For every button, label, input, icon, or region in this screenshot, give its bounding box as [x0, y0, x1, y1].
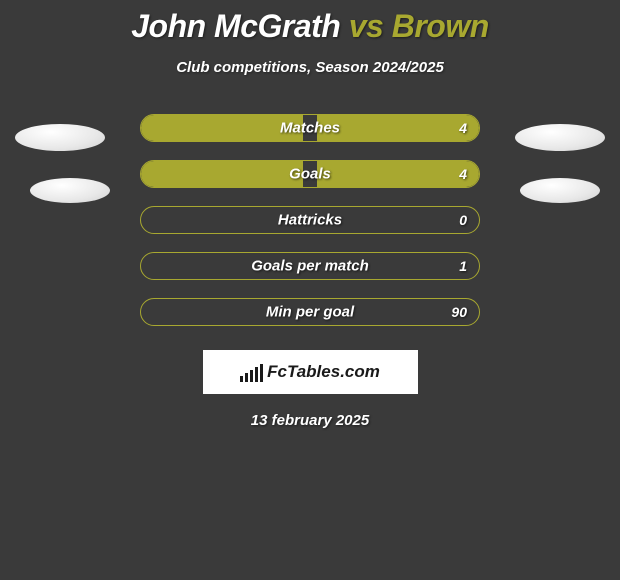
stat-value-right: 1 — [459, 258, 467, 274]
stat-label: Goals — [289, 166, 331, 183]
player2-name: Brown — [392, 8, 489, 44]
page-title: John McGrath vs Brown — [0, 8, 620, 45]
logo-text: FcTables.com — [267, 362, 380, 382]
logo-bar — [240, 376, 243, 382]
stat-fill-right — [317, 161, 479, 187]
stat-label: Goals per match — [251, 258, 369, 275]
vs-text: vs — [349, 8, 384, 44]
player1-name: John McGrath — [131, 8, 340, 44]
logo: FcTables.com — [240, 362, 380, 382]
stat-row: Matches 4 — [140, 114, 480, 142]
stat-label: Min per goal — [266, 304, 354, 321]
logo-bar — [250, 370, 253, 382]
stats-container: Matches 4 Goals 4 Hattricks 0 Goals per match 1… — [0, 114, 620, 326]
stat-value-right: 4 — [459, 166, 467, 182]
stat-row: Min per goal 90 — [140, 298, 480, 326]
logo-bar — [245, 373, 248, 382]
stat-row: Hattricks 0 — [140, 206, 480, 234]
stat-row: Goals 4 — [140, 160, 480, 188]
stat-fill-left — [141, 115, 303, 141]
stat-row: Goals per match 1 — [140, 252, 480, 280]
stat-fill-left — [141, 161, 303, 187]
header: John McGrath vs Brown Club competitions,… — [0, 0, 620, 76]
logo-box[interactable]: FcTables.com — [203, 350, 418, 394]
stat-label: Matches — [280, 120, 340, 137]
stat-value-right: 4 — [459, 120, 467, 136]
stat-value-right: 0 — [459, 212, 467, 228]
subtitle: Club competitions, Season 2024/2025 — [0, 59, 620, 76]
logo-bar — [255, 367, 258, 382]
stat-label: Hattricks — [278, 212, 342, 229]
logo-bars-icon — [240, 362, 263, 382]
stat-value-right: 90 — [451, 304, 467, 320]
logo-bar — [260, 364, 263, 382]
stat-fill-right — [317, 115, 479, 141]
date-text: 13 february 2025 — [0, 412, 620, 429]
